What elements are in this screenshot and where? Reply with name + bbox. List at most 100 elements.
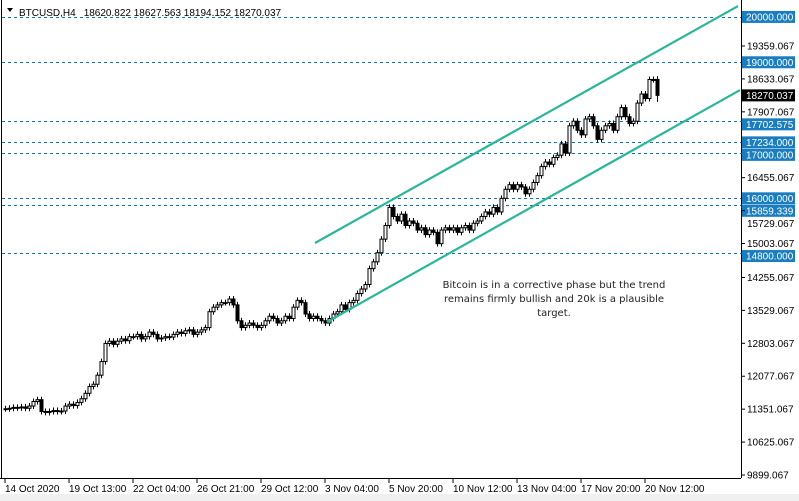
candle-bear — [563, 143, 568, 154]
candle-bull — [631, 120, 636, 124]
candle-bull — [131, 336, 136, 339]
candle-bear — [655, 78, 660, 96]
candle-bear — [235, 304, 240, 322]
candle-bull — [479, 215, 484, 222]
level-tag — [742, 148, 795, 161]
candle-bull — [555, 154, 560, 159]
candle-bull — [367, 268, 372, 285]
time-axis-labels: 14 Oct 2020 19 Oct 13:00 22 Oct 04:00 26 Oc… — [4, 478, 705, 495]
candle-bear — [315, 315, 320, 320]
candle-bull — [387, 206, 392, 227]
candle-bull — [19, 406, 24, 409]
candle-bull — [283, 315, 288, 322]
candle-bull — [3, 408, 8, 411]
candle-bull — [543, 161, 548, 168]
price-tick-label: 19359.067 — [747, 41, 795, 52]
candle-bull — [599, 129, 604, 140]
chart-header: BTCUSD,H4 18620.822 18627.563 18194.152 … — [7, 8, 282, 19]
candle-bear — [111, 340, 116, 345]
candle-bear — [155, 333, 160, 340]
annotation-line-3: target. — [537, 308, 571, 319]
current-price-tag-label: 18270.037 — [746, 91, 794, 102]
candle-bear — [435, 231, 440, 245]
time-tick-label: 10 Nov 12:00 — [453, 484, 513, 495]
candle-bull — [175, 331, 180, 335]
time-tick-label: 20 Nov 12:00 — [645, 484, 705, 495]
price-tick-label: 12803.067 — [747, 339, 795, 350]
candle-bull — [247, 322, 252, 326]
price-tick-label: 18633.067 — [747, 74, 795, 85]
candle-bear — [391, 206, 396, 217]
trend-channel[interactable] — [314, 5, 741, 323]
candle-bull — [127, 336, 132, 342]
candle-bear — [191, 329, 196, 335]
candle-bear — [319, 318, 324, 322]
candle-bear — [447, 227, 452, 231]
candle-bear — [467, 225, 472, 231]
candle-bull — [407, 220, 412, 227]
candle-bull — [587, 116, 592, 120]
candle-bull — [75, 401, 80, 407]
candle-bear — [611, 122, 616, 131]
level-tag — [742, 56, 795, 69]
level-tag — [742, 250, 795, 263]
candle-bear — [307, 313, 312, 320]
candle-bull — [443, 227, 448, 231]
candle-bear — [15, 406, 20, 409]
candle-bull — [603, 125, 608, 131]
candle-bull — [535, 175, 540, 183]
level-tag-label: 14800.000 — [746, 252, 794, 263]
candle-bull — [135, 333, 140, 338]
candle-bear — [71, 403, 76, 407]
candle-bull — [527, 188, 532, 195]
candle-bear — [23, 406, 28, 409]
candle-bull — [159, 337, 164, 340]
candle-bull — [7, 407, 12, 410]
dropdown-triangle-icon[interactable] — [7, 8, 13, 12]
price-tick-label: 16455.067 — [747, 173, 795, 184]
annotation-text[interactable]: Bitcoin is in a corrective phase but the… — [443, 280, 666, 319]
candle-bull — [203, 327, 208, 331]
candle-bear — [595, 125, 600, 140]
candle-bear — [511, 184, 516, 190]
candle-bull — [243, 324, 248, 329]
candle-bull — [215, 304, 220, 308]
level-tag-label: 20000.000 — [746, 12, 794, 23]
candle-bull — [83, 392, 88, 400]
candle-bull — [107, 340, 112, 344]
candle-bear — [431, 229, 436, 233]
candle-bull — [223, 302, 228, 305]
candle-bull — [639, 93, 644, 104]
candle-bull — [11, 406, 16, 409]
level-tag — [742, 192, 795, 205]
candle-bull — [531, 181, 536, 190]
candle-bear — [423, 227, 428, 236]
candle-bull — [79, 398, 84, 403]
price-tick-label: 13529.067 — [747, 306, 795, 317]
candle-bear — [591, 116, 596, 127]
level-tag-label: 19000.000 — [746, 58, 794, 69]
candle-bear — [299, 299, 304, 304]
price-tick-label: 15003.067 — [747, 239, 795, 250]
candle-bear — [643, 93, 648, 100]
bottom-strip — [0, 494, 799, 501]
candle-bull — [27, 405, 32, 409]
candle-bull — [427, 229, 432, 236]
candle-bear — [251, 322, 256, 326]
candle-bear — [39, 399, 44, 412]
candle-bull — [607, 122, 612, 127]
level-tag-label: 17234.000 — [746, 138, 794, 149]
candle-bull — [463, 225, 468, 229]
candle-bull — [335, 311, 340, 315]
candle-bull — [383, 225, 388, 240]
candle-bull — [67, 403, 72, 407]
candle-bull — [503, 188, 508, 199]
candles — [3, 76, 660, 416]
candle-bull — [103, 342, 108, 363]
candle-bull — [451, 227, 456, 231]
candle-bull — [263, 320, 268, 326]
time-tick-label: 14 Oct 2020 — [5, 484, 60, 495]
candle-bull — [471, 222, 476, 231]
level-tag-label: 15859.339 — [746, 206, 794, 217]
